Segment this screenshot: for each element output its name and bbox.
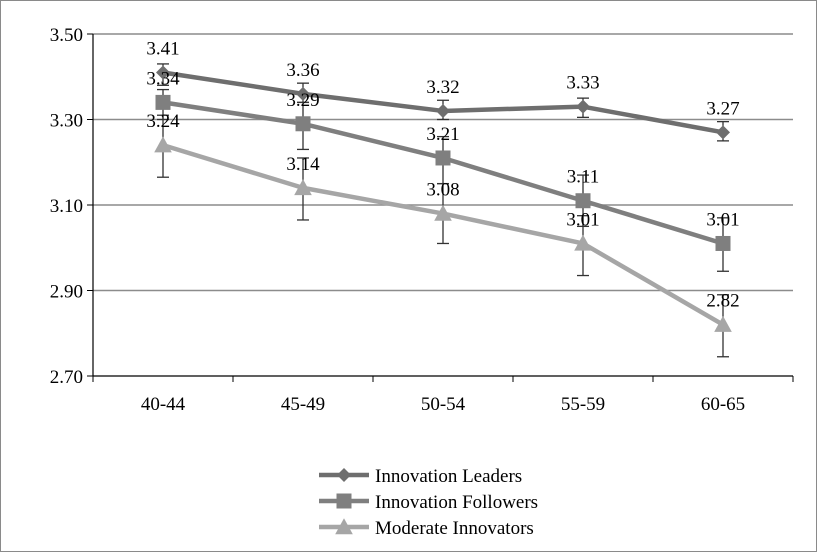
x-tick-label: 60-65 <box>701 394 745 415</box>
data-point-moderate-innovators <box>574 234 592 251</box>
legend: Innovation Leaders Innovation Followers Mo… <box>319 466 538 539</box>
data-label-innovation-leaders: 3.27 <box>706 98 739 119</box>
x-tick-label: 50-54 <box>421 394 466 415</box>
data-point-innovation-leaders <box>716 125 730 140</box>
x-tick-label: 45-49 <box>281 394 325 415</box>
data-labels: 3.41 3.36 3.32 3.33 3.27 3.34 3.29 3.21 3.11 3.01… <box>146 38 739 311</box>
data-label-moderate-innovators: 3.24 <box>146 111 180 132</box>
y-tick-label: 3.50 <box>50 25 83 46</box>
data-point-moderate-innovators <box>434 204 452 221</box>
legend-marker-moderate-innovators <box>335 518 353 535</box>
data-label-innovation-followers: 3.34 <box>146 68 180 89</box>
data-label-innovation-leaders: 3.41 <box>146 38 179 59</box>
legend-marker-innovation-followers <box>336 493 352 509</box>
data-point-innovation-followers <box>715 235 731 251</box>
data-label-innovation-followers: 3.11 <box>567 167 600 188</box>
x-tick-label: 55-59 <box>561 394 605 415</box>
data-point-moderate-innovators <box>714 315 732 332</box>
series-markers <box>154 65 732 332</box>
data-label-innovation-followers: 3.29 <box>286 90 319 111</box>
data-point-innovation-leaders <box>436 103 450 118</box>
axes: 2.70 2.90 3.10 3.30 3.50 40-44 45-49 50-54 55-59… <box>50 25 794 415</box>
y-tick-label: 3.10 <box>50 196 83 217</box>
data-label-innovation-leaders: 3.33 <box>566 73 599 94</box>
x-tick-label: 40-44 <box>141 394 186 415</box>
data-point-moderate-innovators <box>294 179 312 196</box>
legend-label-innovation-leaders: Innovation Leaders <box>375 466 522 487</box>
y-tick-label: 2.90 <box>50 282 83 303</box>
data-label-innovation-followers: 3.21 <box>426 124 459 145</box>
legend-label-moderate-innovators: Moderate Innovators <box>375 518 534 539</box>
data-label-moderate-innovators: 3.08 <box>426 180 459 201</box>
data-label-moderate-innovators: 2.82 <box>706 291 739 312</box>
data-label-innovation-followers: 3.01 <box>706 209 739 230</box>
data-label-innovation-leaders: 3.32 <box>426 77 459 98</box>
data-label-innovation-leaders: 3.36 <box>286 60 319 81</box>
data-label-moderate-innovators: 3.14 <box>286 154 320 175</box>
y-tick-label: 2.70 <box>50 367 83 388</box>
data-point-innovation-followers <box>295 116 311 132</box>
y-tick-label: 3.30 <box>50 111 83 132</box>
legend-label-innovation-followers: Innovation Followers <box>375 492 538 513</box>
data-point-innovation-leaders <box>156 65 170 80</box>
data-point-innovation-followers <box>435 150 451 166</box>
data-point-moderate-innovators <box>154 136 172 153</box>
data-label-moderate-innovators: 3.01 <box>566 209 599 230</box>
data-point-innovation-leaders <box>576 99 590 114</box>
data-point-innovation-followers <box>155 94 171 110</box>
data-point-innovation-leaders <box>296 86 310 101</box>
legend-marker-innovation-leaders <box>337 468 351 482</box>
data-point-innovation-followers <box>575 193 591 209</box>
